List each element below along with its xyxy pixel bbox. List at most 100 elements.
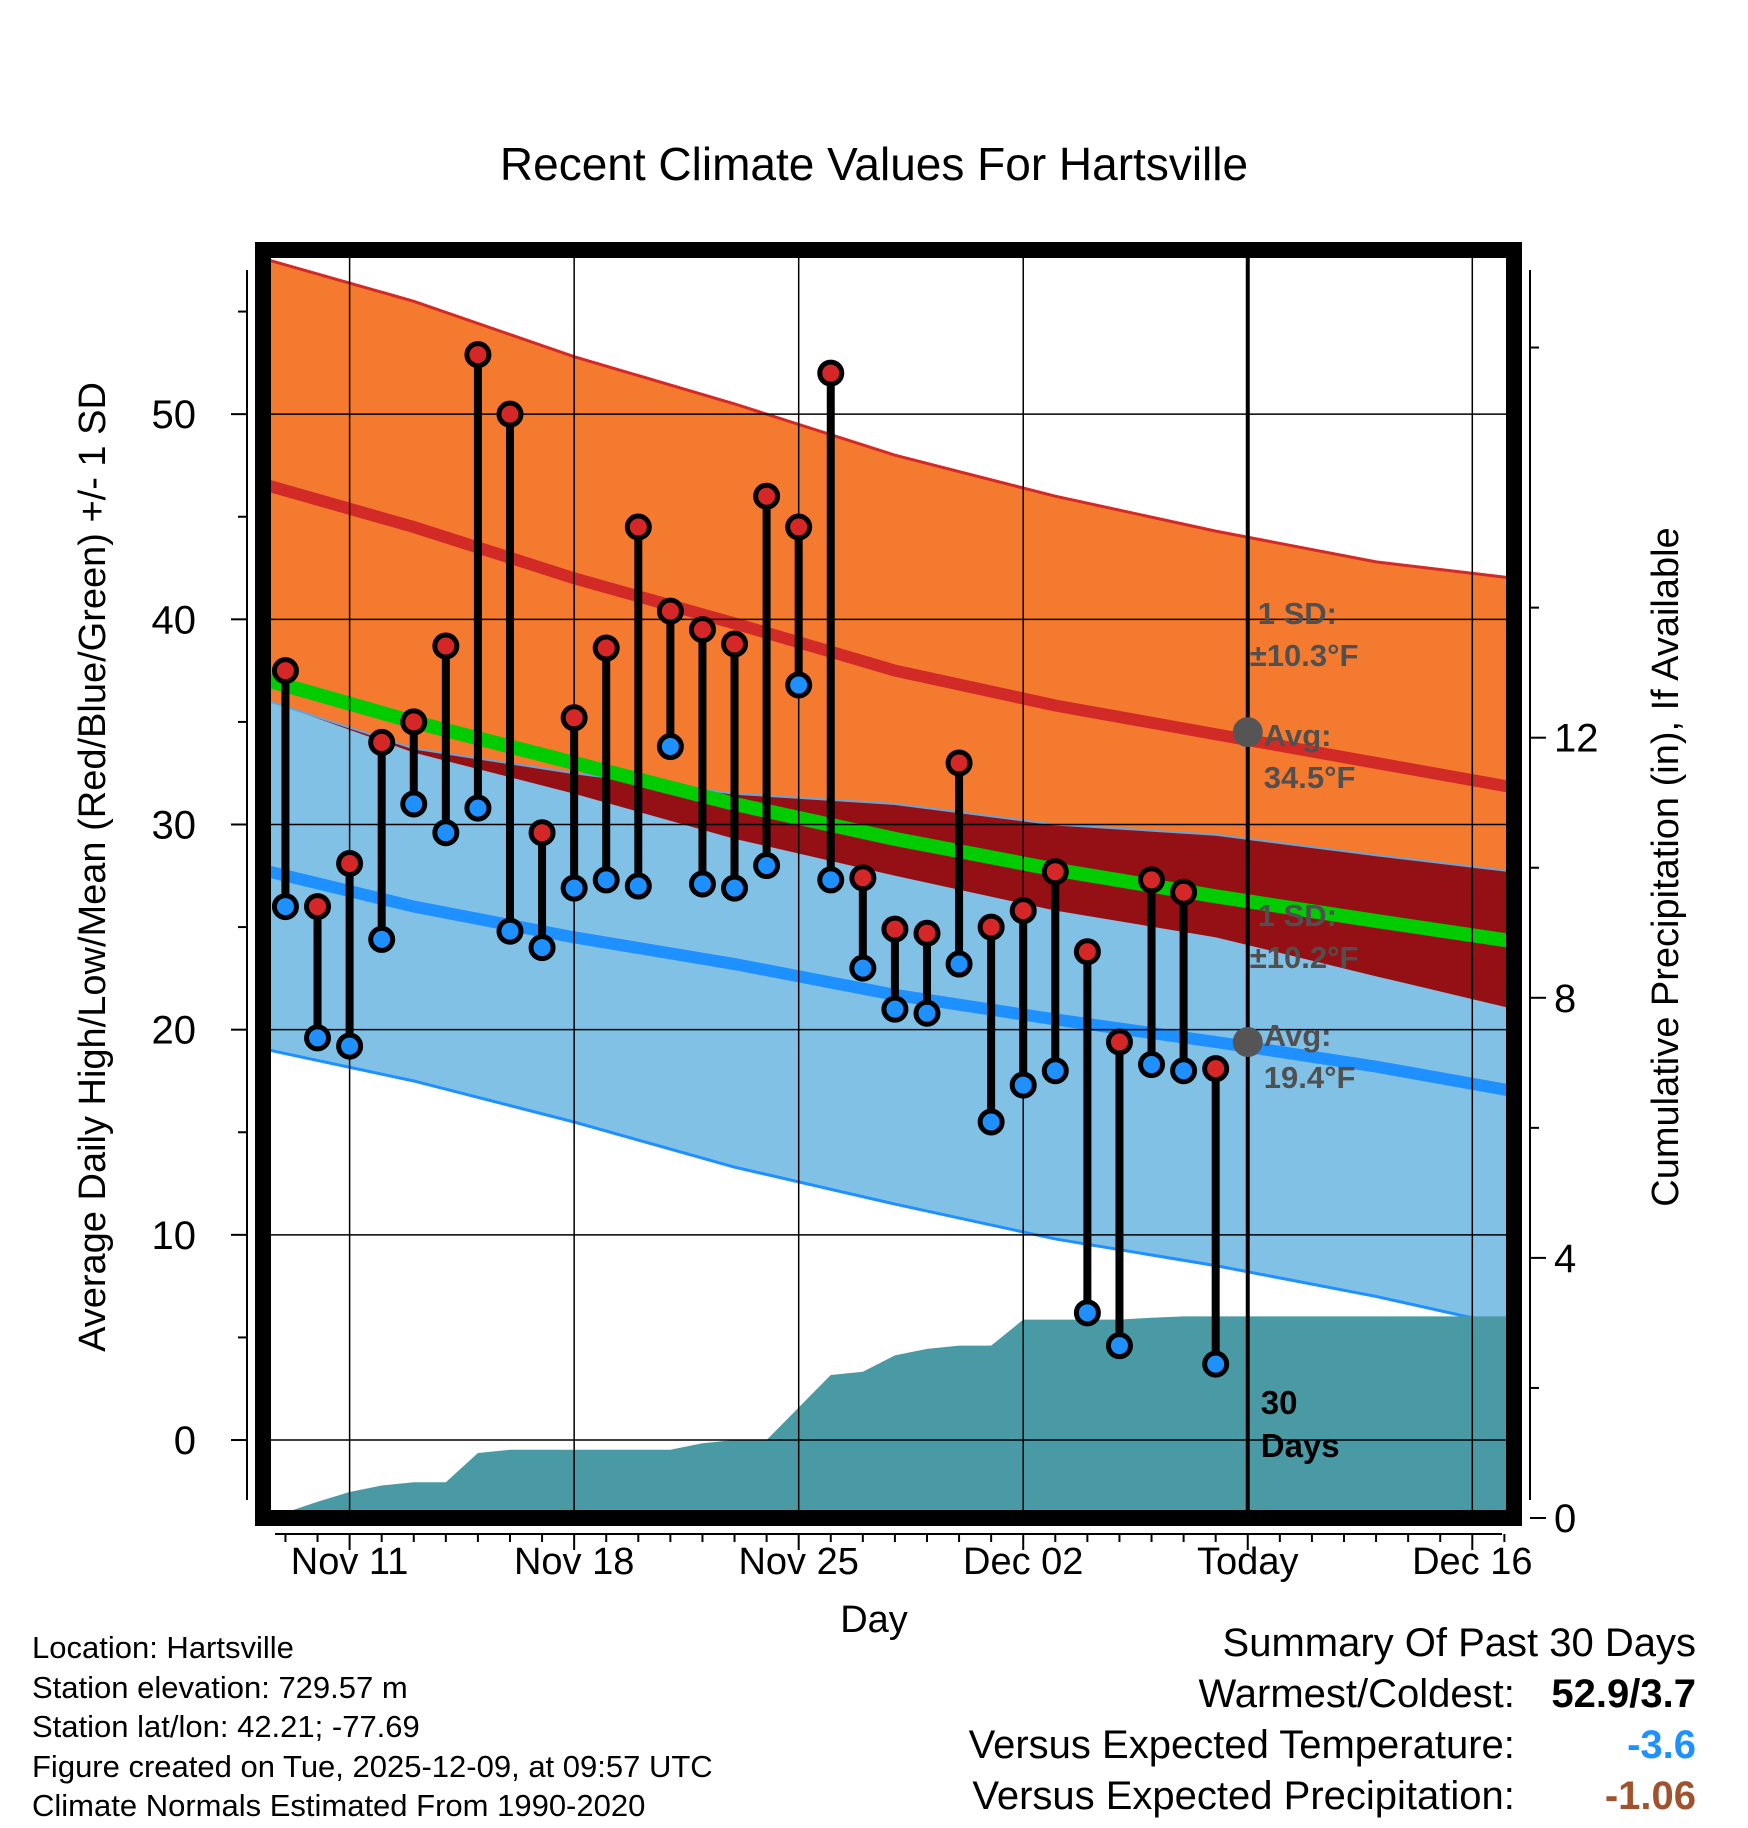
daily-high-point bbox=[656, 597, 684, 625]
daily-low-point bbox=[785, 671, 813, 699]
x-tick-label: Nov 18 bbox=[514, 1541, 634, 1583]
daily-high-point bbox=[945, 749, 973, 777]
daily-high-point bbox=[432, 632, 460, 660]
daily-low-point bbox=[881, 995, 909, 1023]
high-avg-dot bbox=[1232, 717, 1263, 748]
mean-line bbox=[267, 674, 1514, 949]
daily-low-point bbox=[721, 874, 749, 902]
y2-tick-label: 0 bbox=[1554, 1497, 1576, 1541]
daily-high-point bbox=[849, 864, 877, 892]
high-upper-edge bbox=[269, 258, 1514, 580]
daily-low-point bbox=[977, 1108, 1005, 1136]
daily-high-point bbox=[1041, 858, 1069, 886]
daily-low-point bbox=[1138, 1051, 1166, 1079]
daily-high-point bbox=[1009, 897, 1037, 925]
precip-label: Versus Expected Precipitation: bbox=[972, 1774, 1515, 1818]
y2-axis-title: Cumulative Precipitation (in), If Availa… bbox=[1645, 527, 1687, 1206]
daily-low-point bbox=[304, 1024, 332, 1052]
daily-high-point bbox=[721, 630, 749, 658]
daily-high-point bbox=[528, 819, 556, 847]
daily-high-point bbox=[271, 657, 299, 685]
low-avg-dot bbox=[1232, 1026, 1263, 1057]
warmest-label: Warmest/Coldest: bbox=[1198, 1672, 1515, 1716]
daily-high-point bbox=[1202, 1055, 1230, 1083]
warmest-value: 52.9/3.7 bbox=[1551, 1672, 1696, 1716]
daily-high-point bbox=[1170, 878, 1198, 906]
daily-low-point bbox=[592, 866, 620, 894]
daily-low-point bbox=[1202, 1350, 1230, 1378]
daily-low-point bbox=[1073, 1299, 1101, 1327]
summary-warmest-row: Warmest/Coldest: 52.9/3.7 bbox=[969, 1669, 1697, 1720]
x-tick-label: Nov 25 bbox=[738, 1541, 858, 1583]
period-number: 30 bbox=[1261, 1384, 1298, 1421]
daily-low-point bbox=[464, 794, 492, 822]
high-mean-line bbox=[267, 480, 1514, 794]
high-avg-value: 34.5°F bbox=[1264, 760, 1356, 795]
x-tick-label: Dec 16 bbox=[1412, 1541, 1532, 1583]
high-sd-value: ±10.3°F bbox=[1250, 638, 1359, 673]
daily-high-point bbox=[753, 482, 781, 510]
temp-value: -3.6 bbox=[1627, 1723, 1696, 1767]
daily-high-point bbox=[977, 913, 1005, 941]
daily-low-point bbox=[271, 893, 299, 921]
daily-high-point bbox=[336, 849, 364, 877]
daily-low-point bbox=[656, 733, 684, 761]
y-tick-label: 0 bbox=[174, 1419, 196, 1463]
x-axis-title: Day bbox=[840, 1599, 908, 1641]
daily-high-point bbox=[560, 704, 588, 732]
precip-area bbox=[269, 1316, 1514, 1518]
daily-low-point bbox=[688, 870, 716, 898]
y-tick-label: 30 bbox=[152, 803, 197, 847]
daily-low-point bbox=[624, 872, 652, 900]
precip-value: -1.06 bbox=[1604, 1774, 1696, 1818]
x-tick-label: Dec 02 bbox=[963, 1541, 1083, 1583]
daily-low-point bbox=[336, 1032, 364, 1060]
daily-high-point bbox=[464, 341, 492, 369]
daily-low-point bbox=[753, 852, 781, 880]
y2-tick-label: 4 bbox=[1554, 1237, 1576, 1281]
daily-high-point bbox=[400, 708, 428, 736]
y-axis-title: Average Daily High/Low/Mean (Red/Blue/Gr… bbox=[72, 382, 114, 1352]
temp-label: Versus Expected Temperature: bbox=[968, 1723, 1515, 1767]
daily-low-point bbox=[368, 925, 396, 953]
x-tick-label: Today bbox=[1197, 1541, 1298, 1583]
high-avg-label: Avg: bbox=[1264, 718, 1332, 753]
daily-low-point bbox=[528, 934, 556, 962]
y-tick-label: 40 bbox=[152, 598, 197, 642]
y2-tick-label: 12 bbox=[1554, 717, 1599, 761]
daily-high-point bbox=[1073, 938, 1101, 966]
high-sd-label: 1 SD: bbox=[1258, 596, 1337, 631]
daily-low-point bbox=[1041, 1057, 1069, 1085]
summary-title: Summary Of Past 30 Days bbox=[1222, 1621, 1696, 1665]
latlon-text: Station lat/lon: 42.21; -77.69 bbox=[32, 1709, 420, 1744]
daily-high-point bbox=[592, 634, 620, 662]
normals-text: Climate Normals Estimated From 1990-2020 bbox=[32, 1788, 646, 1823]
elevation-text: Station elevation: 729.57 m bbox=[32, 1669, 408, 1705]
daily-low-point bbox=[817, 866, 845, 894]
daily-low-point bbox=[1170, 1057, 1198, 1085]
daily-high-point bbox=[1138, 866, 1166, 894]
daily-low-point bbox=[400, 790, 428, 818]
plot-area: 1 SD: ±10.3°F Avg: 34.5°F 1 SD: ±10.2°F Avg: 19… bbox=[263, 250, 1514, 1518]
daily-low-point bbox=[1105, 1332, 1133, 1360]
summary-panel: Summary Of Past 30 Days Warmest/Coldest:… bbox=[969, 1618, 1696, 1822]
plot-frame bbox=[255, 242, 1522, 1526]
daily-high-point bbox=[624, 513, 652, 541]
daily-high-point bbox=[1105, 1028, 1133, 1056]
daily-high-point bbox=[304, 893, 332, 921]
daily-high-point bbox=[785, 513, 813, 541]
daily-low-point bbox=[849, 954, 877, 982]
low-sd-value: ±10.2°F bbox=[1250, 940, 1359, 975]
high-lower-edge bbox=[269, 700, 1514, 873]
created-text: Figure created on Tue, 2025-12-09, at 09… bbox=[32, 1748, 713, 1784]
y-tick-label: 50 bbox=[152, 393, 197, 437]
low-avg-value: 19.4°F bbox=[1264, 1060, 1356, 1095]
summary-precip-row: Versus Expected Precipitation: -1.06 bbox=[969, 1771, 1696, 1822]
daily-high-point bbox=[368, 728, 396, 756]
daily-high-point bbox=[688, 616, 716, 644]
summary-temp-row: Versus Expected Temperature: -3.6 bbox=[969, 1720, 1696, 1771]
daily-low-point bbox=[1009, 1071, 1037, 1099]
overlap-band bbox=[269, 701, 1514, 1010]
daily-low-point bbox=[432, 819, 460, 847]
